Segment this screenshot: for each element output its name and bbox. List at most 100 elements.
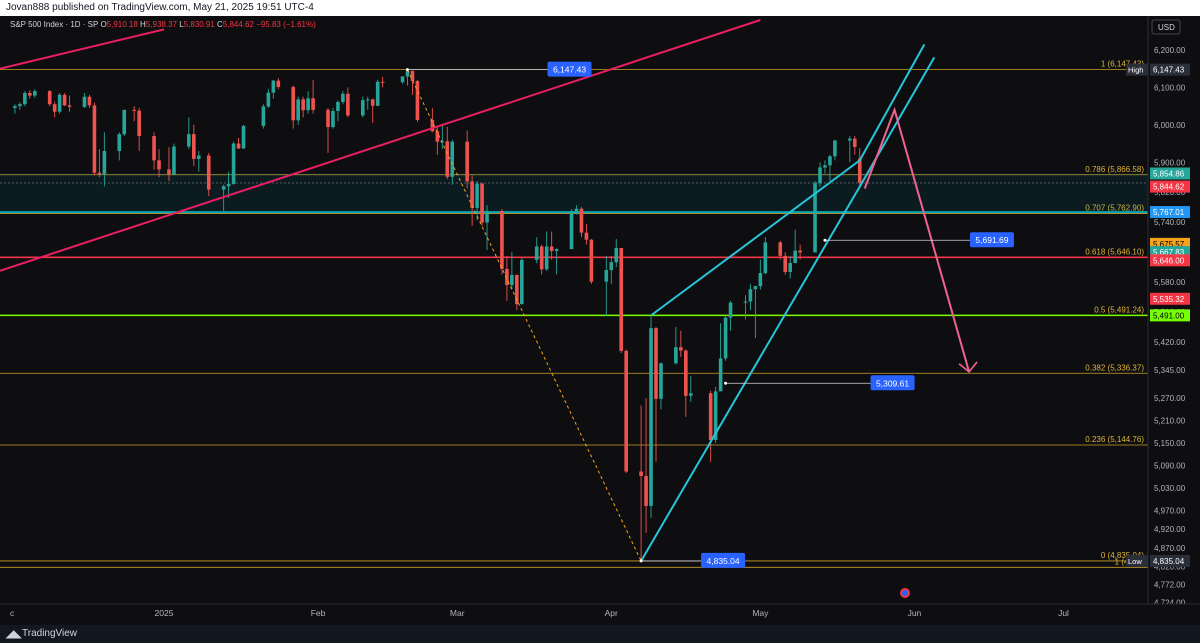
ohlc-legend: S&P 500 Index · 1D · SP O5,910.18 H5,938…	[10, 20, 316, 29]
callout-box	[701, 552, 746, 568]
callout-dot	[406, 68, 410, 72]
candle-body	[370, 99, 375, 106]
candle-body	[639, 471, 643, 476]
price-badge	[1150, 63, 1190, 76]
candle-body	[857, 158, 862, 183]
candle-body	[654, 328, 658, 399]
candle-body	[619, 247, 624, 351]
y-tick-label: 5,345.00	[1154, 366, 1186, 375]
economic-event-icon-inner	[902, 590, 908, 596]
y-tick-label: 4,920.00	[1154, 525, 1186, 534]
candle-body	[544, 246, 549, 270]
candle-body	[221, 186, 226, 190]
candle-body	[28, 93, 32, 96]
trendline	[650, 43, 926, 317]
candle-body	[728, 302, 733, 318]
candle-body	[569, 212, 574, 250]
y-tick-label: 4,820.00	[1154, 563, 1186, 572]
candle-body	[380, 81, 385, 83]
candle-body	[331, 110, 335, 128]
fib-label: 0.236 (5,144.76)	[1085, 435, 1144, 444]
candle-body	[296, 99, 300, 121]
y-tick-label: 5,900.00	[1154, 158, 1186, 167]
candle-body	[574, 208, 579, 213]
y-tick-label: 4,970.00	[1154, 506, 1186, 515]
y-tick-label: 5,820.00	[1154, 188, 1186, 197]
candle-body	[852, 138, 857, 147]
candle-body	[465, 141, 469, 182]
candle-body	[644, 475, 648, 506]
x-tick-label: Jun	[908, 608, 922, 618]
candle-body	[67, 105, 72, 107]
price-chart[interactable]: 1 (6,147.43) 0.786 (5,866.58) 0.707 (5,762…	[0, 16, 1200, 625]
callout-box	[547, 61, 592, 77]
candle-body	[763, 242, 768, 274]
callout-dot	[724, 381, 728, 385]
candle-body	[505, 268, 509, 286]
candle-body	[301, 99, 305, 111]
fib-label: 0.5 (5,491.24)	[1094, 305, 1144, 314]
fib-label: 0.382 (5,336.37)	[1085, 363, 1144, 372]
candle-body	[291, 87, 296, 121]
price-badge-label: 5,667.83	[1153, 248, 1185, 257]
candle-body	[13, 106, 17, 108]
candle-body	[549, 246, 554, 251]
price-badge-tag	[1126, 63, 1148, 76]
candle-body	[341, 93, 345, 102]
price-badge	[1150, 292, 1190, 305]
price-badge-label: 6,147.43	[1153, 66, 1185, 75]
y-tick-label: 6,100.00	[1154, 83, 1186, 92]
high-value: 5,938.37	[145, 20, 177, 29]
candle-body	[261, 106, 266, 126]
candle-body	[485, 210, 489, 223]
candle-body	[515, 274, 519, 305]
candle-body	[32, 91, 37, 96]
candle-body	[584, 232, 589, 240]
x-tick-label: Mar	[450, 608, 465, 618]
candle-body	[510, 274, 514, 286]
open-value: 5,910.18	[106, 20, 138, 29]
support-zone	[0, 173, 1148, 213]
low-value: 5,830.91	[183, 20, 215, 29]
y-tick-label: 4,772.00	[1154, 581, 1186, 590]
candle-body	[579, 208, 584, 233]
price-badge-label: 5,675.57	[1153, 240, 1185, 249]
candle-body	[818, 167, 822, 184]
candle-body	[192, 134, 196, 159]
candle-body	[500, 210, 504, 269]
close-label: C	[217, 20, 223, 29]
candle-body	[336, 101, 340, 111]
candle-body	[137, 110, 141, 137]
currency-box	[1151, 19, 1181, 35]
candle-body	[266, 92, 271, 107]
candle-body	[400, 76, 405, 83]
time-axis	[0, 604, 1200, 625]
trendline	[0, 28, 165, 70]
callout-dot	[823, 238, 827, 242]
candle-body	[241, 125, 246, 149]
candle-body	[122, 109, 127, 135]
price-badge	[1150, 206, 1190, 219]
candle-body	[18, 104, 22, 107]
candle-body	[365, 99, 370, 101]
projection-arrow	[863, 106, 971, 373]
candle-body	[326, 109, 330, 128]
candle-body	[788, 262, 792, 272]
candle-body	[604, 270, 609, 282]
candle-body	[157, 160, 161, 170]
callout-label: 6,147.43	[553, 65, 586, 75]
candle-body	[152, 136, 156, 161]
price-badge	[1150, 180, 1190, 193]
y-tick-label: 5,270.00	[1154, 394, 1186, 403]
candle-body	[346, 93, 350, 116]
x-tick-label: 2025	[155, 608, 174, 618]
price-badge-label: 5,646.00	[1153, 256, 1185, 265]
price-badge	[1150, 167, 1190, 180]
candle-body	[172, 146, 176, 175]
fib-label: 0 (4,835.04)	[1101, 551, 1144, 560]
candle-body	[470, 181, 474, 208]
y-tick-label: 5,210.00	[1154, 417, 1186, 426]
close-value: 5,844.62	[222, 20, 254, 29]
fib-label: 1 (6,147.43)	[1101, 60, 1144, 69]
candle-body	[132, 109, 136, 111]
